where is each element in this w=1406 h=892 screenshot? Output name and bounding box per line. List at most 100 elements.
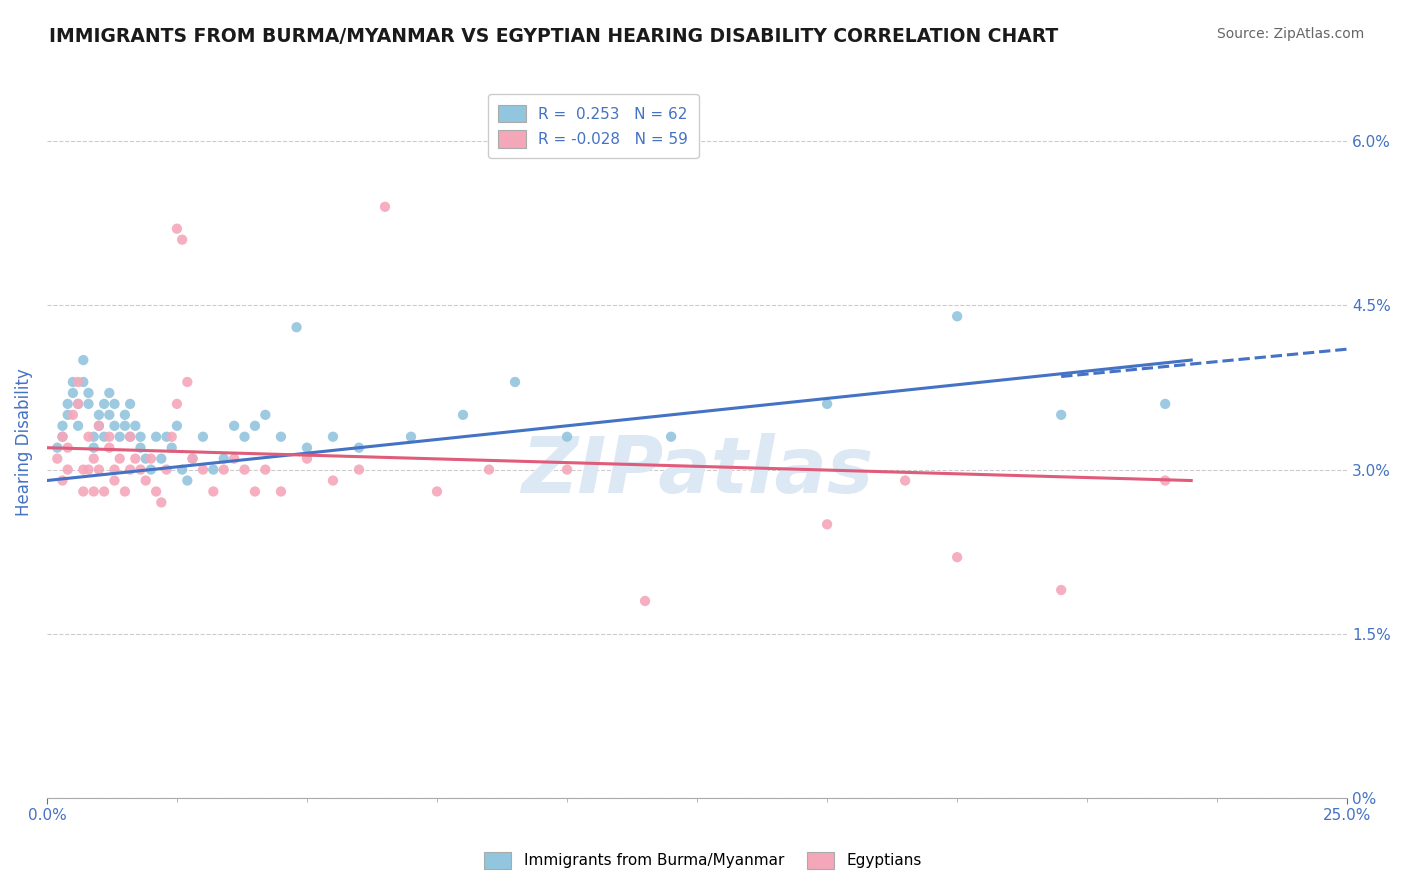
Point: [120, 430, 142, 444]
Point: [87, 418, 110, 433]
Point: [87, 462, 110, 476]
Point: [270, 430, 292, 444]
Point: [946, 550, 969, 565]
Point: [191, 430, 214, 444]
Point: [67, 375, 90, 389]
Point: [270, 484, 292, 499]
Point: [224, 418, 246, 433]
Point: [155, 462, 177, 476]
Point: [555, 462, 578, 476]
Point: [243, 484, 266, 499]
Point: [155, 430, 177, 444]
Point: [108, 451, 131, 466]
Point: [176, 375, 198, 389]
Point: [103, 418, 125, 433]
Point: [145, 430, 167, 444]
Point: [181, 451, 204, 466]
Point: [46, 441, 69, 455]
Point: [56, 408, 79, 422]
Point: [56, 441, 79, 455]
Point: [374, 200, 396, 214]
Point: [77, 397, 100, 411]
Point: [176, 474, 198, 488]
Point: [83, 484, 105, 499]
Point: [150, 495, 173, 509]
Point: [114, 408, 136, 422]
Point: [56, 397, 79, 411]
Point: [160, 430, 183, 444]
Point: [285, 320, 308, 334]
Point: [243, 418, 266, 433]
Point: [83, 451, 105, 466]
Point: [254, 408, 277, 422]
Point: [124, 418, 146, 433]
Point: [166, 418, 188, 433]
Point: [98, 386, 121, 401]
Point: [103, 462, 125, 476]
Point: [114, 418, 136, 433]
Point: [212, 462, 235, 476]
Legend: R =  0.253   N = 62, R = -0.028   N = 59: R = 0.253 N = 62, R = -0.028 N = 59: [488, 94, 699, 158]
Point: [166, 397, 188, 411]
Point: [322, 474, 344, 488]
Point: [224, 451, 246, 466]
Point: [98, 441, 121, 455]
Point: [894, 474, 917, 488]
Point: [322, 430, 344, 444]
Point: [166, 221, 188, 235]
Point: [129, 441, 152, 455]
Point: [202, 462, 225, 476]
Point: [83, 441, 105, 455]
Point: [426, 484, 449, 499]
Point: [634, 594, 657, 608]
Point: [77, 430, 100, 444]
Point: [659, 430, 682, 444]
Point: [946, 310, 969, 324]
Point: [233, 462, 256, 476]
Point: [212, 451, 235, 466]
Text: IMMIGRANTS FROM BURMA/MYANMAR VS EGYPTIAN HEARING DISABILITY CORRELATION CHART: IMMIGRANTS FROM BURMA/MYANMAR VS EGYPTIA…: [49, 27, 1059, 45]
Point: [51, 418, 73, 433]
Point: [233, 430, 256, 444]
Point: [160, 441, 183, 455]
Point: [114, 484, 136, 499]
Point: [555, 430, 578, 444]
Point: [93, 484, 115, 499]
Point: [77, 386, 100, 401]
Point: [62, 386, 84, 401]
Point: [399, 430, 422, 444]
Point: [815, 397, 838, 411]
Point: [72, 484, 94, 499]
Point: [124, 451, 146, 466]
Point: [51, 474, 73, 488]
Point: [139, 451, 162, 466]
Point: [108, 430, 131, 444]
Point: [67, 397, 90, 411]
Point: [103, 474, 125, 488]
Point: [1050, 408, 1073, 422]
Legend: Immigrants from Burma/Myanmar, Egyptians: Immigrants from Burma/Myanmar, Egyptians: [474, 841, 932, 880]
Point: [62, 408, 84, 422]
Point: [120, 397, 142, 411]
Y-axis label: Hearing Disability: Hearing Disability: [15, 368, 32, 516]
Point: [503, 375, 526, 389]
Point: [98, 408, 121, 422]
Point: [51, 430, 73, 444]
Point: [103, 397, 125, 411]
Point: [120, 462, 142, 476]
Point: [129, 462, 152, 476]
Point: [1050, 582, 1073, 597]
Point: [83, 430, 105, 444]
Point: [145, 484, 167, 499]
Point: [139, 462, 162, 476]
Point: [295, 441, 318, 455]
Point: [451, 408, 474, 422]
Point: [87, 418, 110, 433]
Point: [51, 430, 73, 444]
Point: [72, 462, 94, 476]
Point: [191, 462, 214, 476]
Point: [67, 397, 90, 411]
Point: [202, 484, 225, 499]
Point: [62, 375, 84, 389]
Point: [172, 462, 194, 476]
